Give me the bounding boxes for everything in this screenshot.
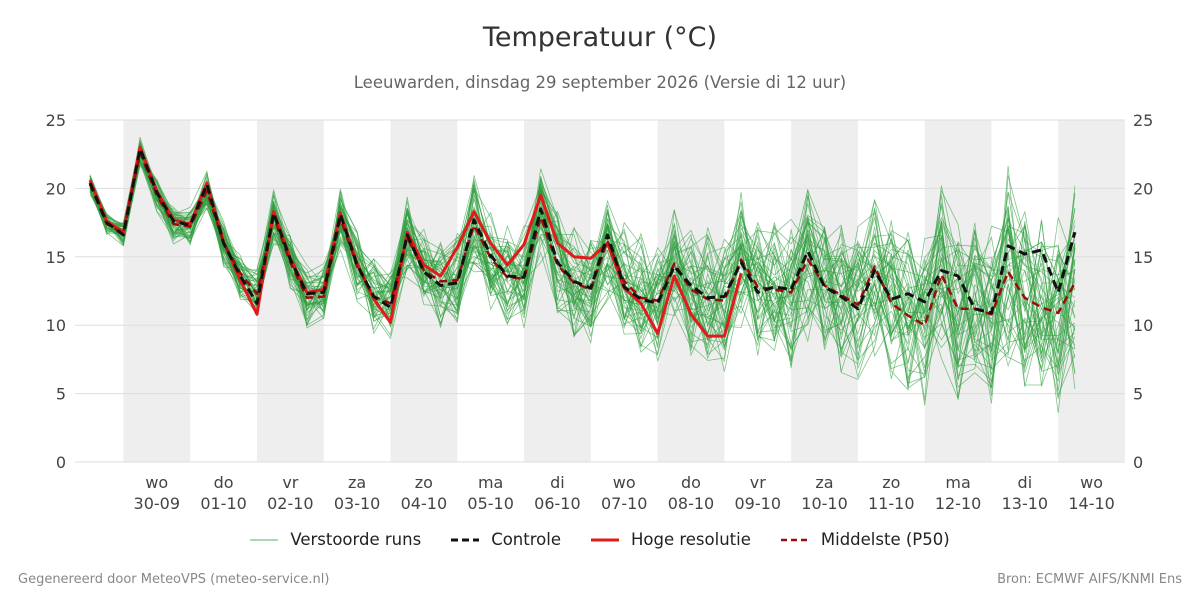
x-tick-date-01-10: 01-10 <box>200 494 247 513</box>
x-tick-day-04-10: zo <box>415 473 433 492</box>
y-axis-left: 0 5 10 15 20 25 <box>46 111 66 472</box>
legend-swatch-control <box>451 538 480 541</box>
y-tick-label-left: 5 <box>56 385 66 404</box>
legend-item-hires[interactable]: Hoge resolutie <box>590 530 751 549</box>
y-tick-label-left: 10 <box>46 316 66 335</box>
legend-item-control[interactable]: Controle <box>451 530 561 549</box>
legend-item-perturbed[interactable]: Verstoorde runs <box>250 530 421 549</box>
x-tick-date-03-10: 03-10 <box>334 494 381 513</box>
footer-source: Bron: ECMWF AIFS/KNMI Ens <box>997 572 1182 587</box>
legend-swatch-hires <box>590 538 619 541</box>
main-series <box>88 145 1077 338</box>
x-tick-day-08-10: do <box>681 473 701 492</box>
x-tick-day-12-10: ma <box>945 473 970 492</box>
x-tick-date-14-10: 14-10 <box>1068 494 1115 513</box>
shaded-band-0 <box>123 120 191 462</box>
y-tick-label-left: 15 <box>46 248 66 267</box>
x-tick-date-13-10: 13-10 <box>1002 494 1049 513</box>
y-tick-label-left: 20 <box>46 179 66 198</box>
x-axis: wo 30-09 do 01-10 vr 02-10 za 03-10 zo 04-10 ma 05-… <box>134 473 1115 513</box>
x-tick-date-30-09: 30-09 <box>134 494 181 513</box>
x-tick-day-06-10: di <box>550 473 565 492</box>
ensemble-member-line-37 <box>89 153 1076 397</box>
legend-label-control: Controle <box>491 530 561 549</box>
y-tick-label-left: 0 <box>56 453 66 472</box>
y-axis-right: 0 5 10 15 20 25 <box>1133 111 1153 472</box>
x-tick-date-02-10: 02-10 <box>267 494 314 513</box>
ensemble-member-line-47 <box>89 144 1076 353</box>
y-tick-label-right: 15 <box>1133 248 1153 267</box>
legend-label-hires: Hoge resolutie <box>630 530 751 549</box>
x-tick-day-05-10: ma <box>478 473 503 492</box>
series-line-control <box>88 147 1077 315</box>
y-tick-label-right: 25 <box>1133 111 1153 130</box>
x-tick-date-07-10: 07-10 <box>601 494 648 513</box>
y-tick-label-right: 10 <box>1133 316 1153 335</box>
ensemble-member-line-49 <box>89 162 1076 362</box>
x-tick-day-07-10: wo <box>613 473 636 492</box>
legend-swatch-median <box>780 538 809 541</box>
x-tick-date-09-10: 09-10 <box>735 494 782 513</box>
x-tick-date-12-10: 12-10 <box>935 494 982 513</box>
y-tick-label-right: 5 <box>1133 385 1143 404</box>
legend: Verstoorde runs Controle Hoge resolutie … <box>0 530 1200 549</box>
x-tick-day-09-10: vr <box>750 473 766 492</box>
footer-generated-by: Gegenereerd door MeteoVPS (meteo-service… <box>18 572 330 587</box>
series-line-median <box>88 151 1076 327</box>
chart-subtitle: Leeuwarden, dinsdag 29 september 2026 (V… <box>353 73 847 92</box>
x-tick-day-11-10: zo <box>882 473 900 492</box>
legend-label-perturbed: Verstoorde runs <box>290 530 422 549</box>
x-tick-date-04-10: 04-10 <box>401 494 448 513</box>
x-tick-date-11-10: 11-10 <box>868 494 915 513</box>
x-tick-day-13-10: di <box>1018 473 1033 492</box>
x-tick-date-06-10: 06-10 <box>534 494 581 513</box>
x-tick-date-05-10: 05-10 <box>467 494 514 513</box>
y-tick-label-right: 0 <box>1133 453 1143 472</box>
ensemble-member-line-18 <box>89 159 1076 382</box>
x-tick-date-08-10: 08-10 <box>668 494 715 513</box>
ensemble-member-line-48 <box>89 158 1076 404</box>
x-tick-day-01-10: do <box>214 473 234 492</box>
y-tick-label-left: 25 <box>46 111 66 130</box>
legend-item-median[interactable]: Middelste (P50) <box>780 530 950 549</box>
y-tick-label-right: 20 <box>1133 179 1153 198</box>
ensemble-member-line-42 <box>89 148 1076 388</box>
x-tick-day-10-10: za <box>815 473 833 492</box>
x-tick-day-02-10: vr <box>282 473 298 492</box>
legend-swatch-perturbed <box>250 539 279 540</box>
x-tick-day-14-10: wo <box>1080 473 1103 492</box>
x-tick-day-03-10: za <box>348 473 366 492</box>
ensemble-member-line-11 <box>89 146 1076 389</box>
x-tick-day-30-09: wo <box>145 473 168 492</box>
x-tick-date-10-10: 10-10 <box>801 494 848 513</box>
legend-label-median: Middelste (P50) <box>820 530 950 549</box>
chart-title: Temperatuur (°C) <box>482 22 718 53</box>
